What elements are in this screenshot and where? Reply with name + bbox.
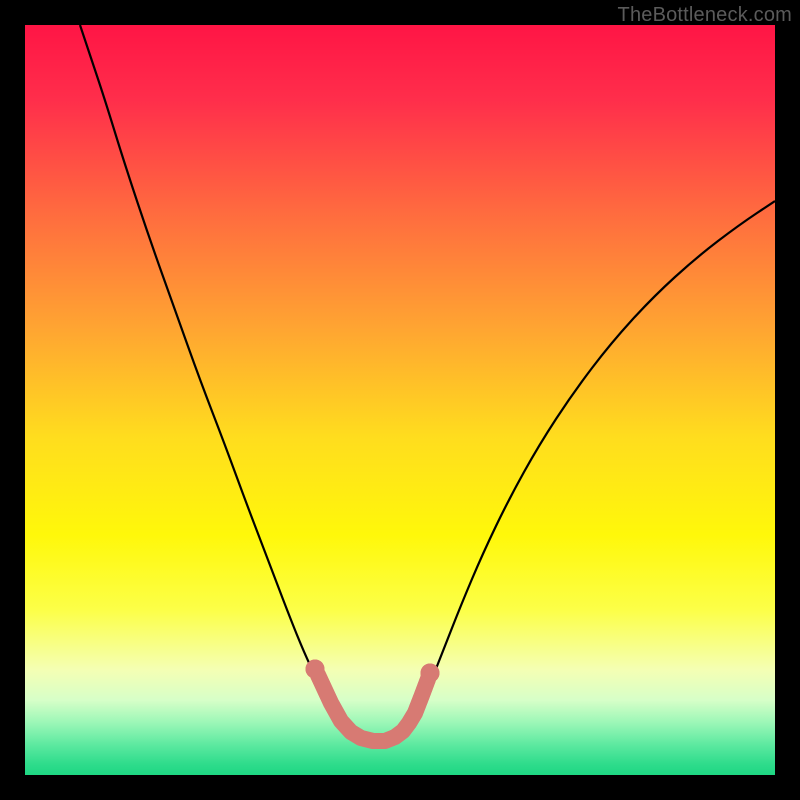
watermark-text: TheBottleneck.com — [618, 4, 792, 27]
curve-layer — [25, 25, 775, 775]
plot-area — [25, 25, 775, 775]
highlight-end-dot — [306, 660, 325, 679]
chart-frame: TheBottleneck.com — [0, 0, 800, 800]
highlight-segment — [318, 675, 428, 741]
highlight-end-dot — [421, 664, 440, 683]
bottleneck-curve — [80, 25, 775, 741]
